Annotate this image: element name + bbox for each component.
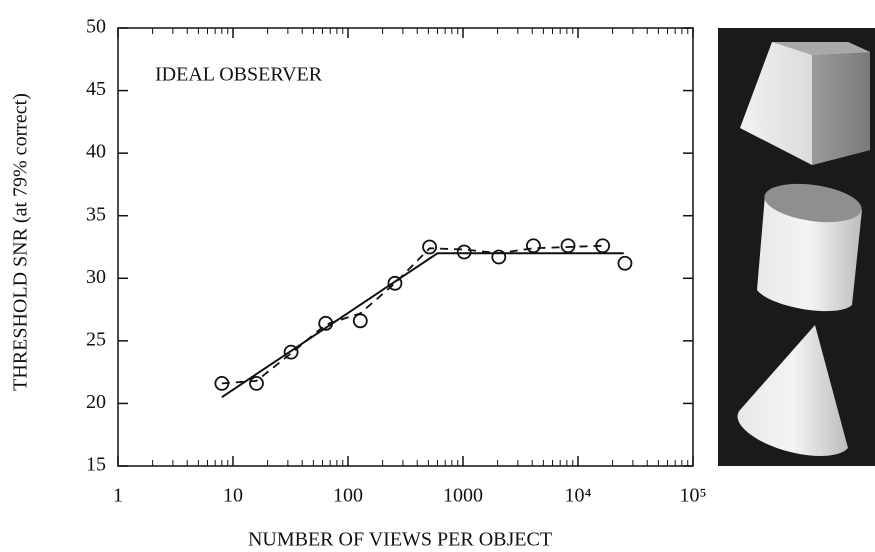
- solid-line: [221, 252, 624, 399]
- data-point: [422, 239, 437, 255]
- data-point: [249, 376, 264, 391]
- object-panel: [718, 28, 875, 466]
- y-tick-label: 50: [86, 16, 106, 38]
- pyramid-top: [772, 42, 870, 55]
- data-point: [595, 238, 611, 254]
- x-tick-label: 1000: [443, 485, 483, 507]
- x-tick-label: 10: [223, 485, 243, 507]
- data-point: [283, 344, 299, 360]
- data-point: [491, 249, 507, 265]
- dashed-line: [221, 244, 603, 385]
- y-axis-label: THRESHOLD SNR (at 79% correct): [10, 93, 32, 391]
- plot-frame: [117, 27, 694, 467]
- data-point: [560, 238, 576, 254]
- x-axis-label: NUMBER OF VIEWS PER OBJECT: [248, 529, 552, 551]
- data-point: [456, 244, 472, 260]
- pyramid-side: [812, 52, 870, 165]
- x-tick-label: 1: [113, 485, 123, 507]
- y-tick-label: 30: [86, 266, 106, 288]
- annotation: IDEAL OBSERVER: [155, 64, 323, 86]
- x-tick-label: 10⁵: [680, 485, 707, 507]
- data-point: [214, 376, 230, 391]
- cylinder-top: [764, 183, 862, 223]
- data-point: [526, 238, 541, 254]
- y-tick-label: 25: [86, 328, 106, 350]
- y-tick-label: 35: [86, 203, 106, 225]
- x-tick-label: 100: [333, 485, 363, 507]
- y-tick-label: 45: [86, 78, 106, 100]
- data-point: [617, 255, 633, 271]
- y-tick-label: 15: [86, 454, 106, 476]
- data-point: [387, 275, 403, 291]
- y-tick-label: 20: [86, 391, 106, 413]
- data-point: [352, 313, 368, 329]
- cylinder-body: [757, 195, 862, 312]
- y-tick-label: 40: [86, 141, 106, 163]
- x-tick-label: 10⁴: [565, 485, 592, 507]
- data-point: [318, 315, 334, 331]
- cone: [737, 325, 848, 457]
